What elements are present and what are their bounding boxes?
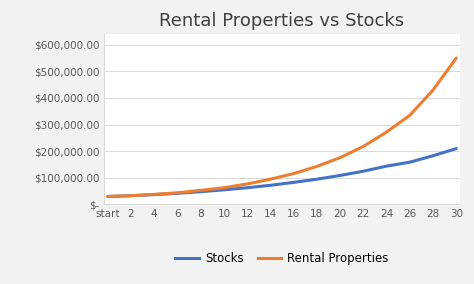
Rental Properties — [291, 172, 297, 175]
Stocks — [361, 170, 366, 173]
Stocks — [128, 194, 134, 197]
Stocks — [174, 192, 180, 195]
Rental Properties — [267, 178, 273, 181]
Rental Properties — [454, 56, 459, 60]
Stocks — [198, 190, 203, 193]
Rental Properties — [337, 156, 343, 159]
Stocks — [291, 181, 297, 184]
Stocks — [221, 188, 227, 191]
Stocks — [430, 154, 436, 157]
Rental Properties — [221, 186, 227, 189]
Stocks — [314, 178, 320, 181]
Rental Properties — [314, 165, 320, 168]
Line: Stocks: Stocks — [108, 149, 456, 197]
Rental Properties — [174, 191, 180, 195]
Rental Properties — [384, 130, 390, 134]
Rental Properties — [198, 189, 203, 192]
Rental Properties — [407, 114, 413, 117]
Stocks — [267, 183, 273, 187]
Rental Properties — [105, 195, 110, 198]
Title: Rental Properties vs Stocks: Rental Properties vs Stocks — [159, 12, 405, 30]
Stocks — [244, 186, 250, 189]
Rental Properties — [430, 88, 436, 92]
Line: Rental Properties: Rental Properties — [108, 58, 456, 197]
Stocks — [105, 195, 110, 198]
Rental Properties — [128, 194, 134, 197]
Rental Properties — [244, 182, 250, 186]
Stocks — [337, 174, 343, 177]
Rental Properties — [361, 145, 366, 148]
Rental Properties — [151, 193, 157, 196]
Stocks — [407, 160, 413, 164]
Legend: Stocks, Rental Properties: Stocks, Rental Properties — [171, 248, 393, 270]
Stocks — [454, 147, 459, 150]
Stocks — [384, 164, 390, 168]
Stocks — [151, 193, 157, 196]
